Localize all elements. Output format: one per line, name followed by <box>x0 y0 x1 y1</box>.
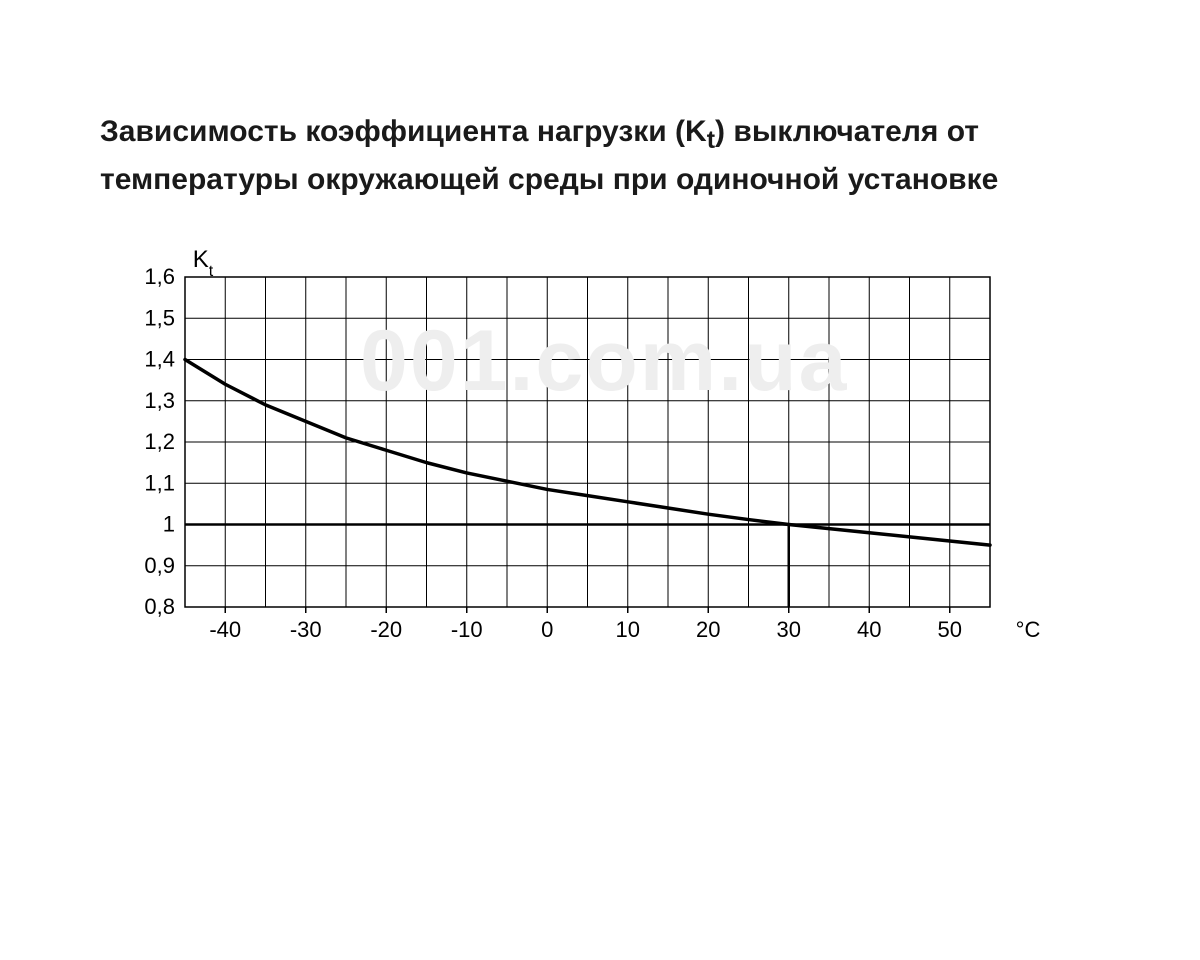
svg-text:1,5: 1,5 <box>144 305 175 330</box>
title-subscript: t <box>707 126 715 154</box>
title-line-1: Зависимость коэффициента нагрузки (Kt) в… <box>100 110 1100 158</box>
svg-text:1: 1 <box>163 511 175 536</box>
svg-text:0,8: 0,8 <box>144 594 175 619</box>
title-text-1a: Зависимость коэффициента нагрузки (K <box>100 115 707 148</box>
svg-text:10: 10 <box>616 617 640 642</box>
chart-container: 001.com.ua 0,80,911,11,21,31,41,51,6Kt-4… <box>100 242 1100 712</box>
svg-text:-30: -30 <box>290 617 322 642</box>
svg-text:0: 0 <box>541 617 553 642</box>
svg-text:30: 30 <box>777 617 801 642</box>
svg-text:1,1: 1,1 <box>144 470 175 495</box>
svg-text:20: 20 <box>696 617 720 642</box>
svg-text:1,6: 1,6 <box>144 264 175 289</box>
title-text-1b: ) выключателя от <box>715 115 979 148</box>
title-line-2: температуры окружающей среды при одиночн… <box>100 158 1100 202</box>
svg-text:1,2: 1,2 <box>144 429 175 454</box>
svg-text:50: 50 <box>938 617 962 642</box>
svg-text:-40: -40 <box>209 617 241 642</box>
svg-text:1,3: 1,3 <box>144 388 175 413</box>
svg-text:40: 40 <box>857 617 881 642</box>
svg-text:1,4: 1,4 <box>144 346 175 371</box>
page: Зависимость коэффициента нагрузки (Kt) в… <box>0 0 1200 960</box>
svg-text:°C: °C <box>1016 617 1041 642</box>
chart-title: Зависимость коэффициента нагрузки (Kt) в… <box>100 110 1100 202</box>
svg-text:0,9: 0,9 <box>144 553 175 578</box>
line-chart: 0,80,911,11,21,31,41,51,6Kt-40-30-20-100… <box>100 242 1080 712</box>
svg-text:-10: -10 <box>451 617 483 642</box>
svg-text:-20: -20 <box>370 617 402 642</box>
